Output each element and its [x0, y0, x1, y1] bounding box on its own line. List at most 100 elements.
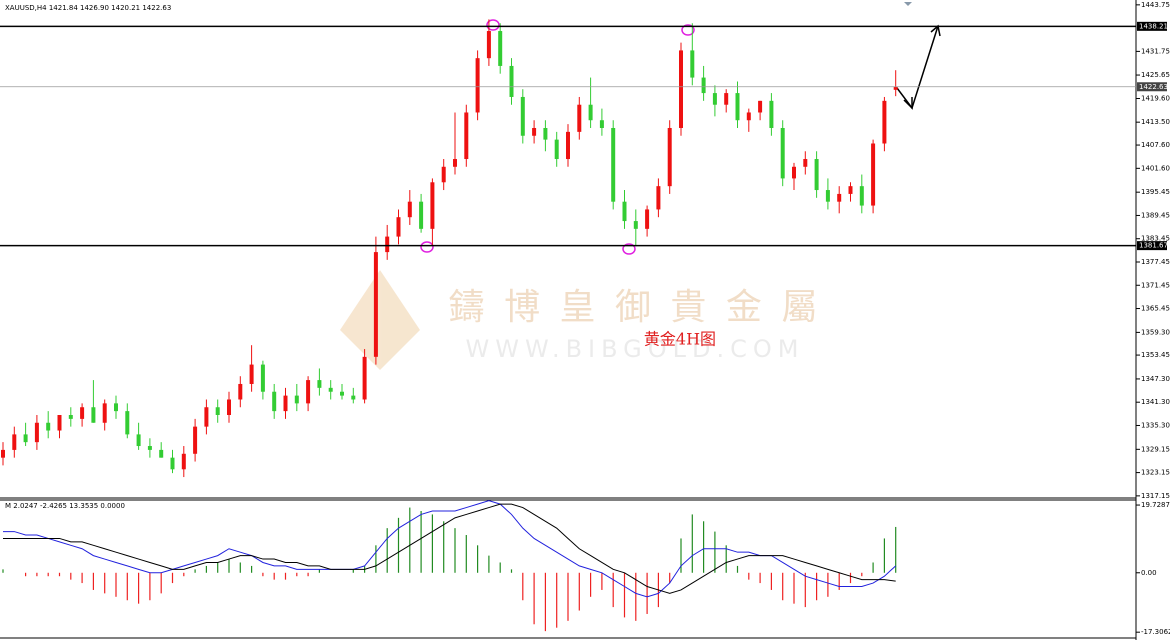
y-tick-label: 1383.45: [1141, 235, 1170, 243]
candle-body: [419, 201, 424, 229]
y-tick-label: 1425.65: [1141, 71, 1170, 79]
chart-caption: 黄金4H图: [644, 330, 716, 349]
candle-body: [780, 127, 785, 179]
watermark-logo: [340, 270, 420, 370]
candle-body: [690, 50, 695, 78]
candle-body: [147, 446, 152, 450]
candle-body: [758, 100, 763, 113]
level-label: 1438.21: [1139, 22, 1168, 30]
candle-body: [622, 201, 627, 222]
candle-body: [362, 356, 367, 400]
y-tick-label: 1413.50: [1141, 118, 1170, 126]
candle-body: [509, 65, 514, 97]
indicator-label: M 2.0247 -2.4265 13.3535 0.0000: [5, 502, 125, 510]
candle-body: [272, 391, 277, 412]
trough-circle: [420, 241, 434, 253]
candle-body: [68, 415, 73, 419]
candle-body: [204, 407, 209, 427]
y-tick-label: 1359.30: [1141, 328, 1170, 336]
level-tag: [1137, 21, 1167, 31]
candle-body: [102, 403, 107, 423]
y-tick-label: 1395.45: [1141, 188, 1170, 196]
candle-body: [430, 182, 435, 229]
trough-circle: [622, 243, 636, 255]
watermark-brand: 鑄 博 皇 御 貴 金 屬: [449, 287, 822, 328]
candle-body: [746, 112, 751, 121]
candle-body: [825, 190, 830, 202]
y-tick-label: 1401.60: [1141, 164, 1170, 172]
peak-circle: [681, 24, 695, 36]
annotations: [420, 19, 695, 255]
candle-body: [57, 415, 62, 431]
candle-body: [227, 399, 231, 415]
arrow-head: [903, 97, 913, 110]
candle-body: [34, 422, 39, 443]
watermark: 鑄 博 皇 御 貴 金 屬 WWW.BIBGOLD.COM: [340, 270, 822, 370]
candle-body: [114, 403, 118, 412]
candle-body: [294, 395, 299, 404]
candle-body: [724, 93, 729, 105]
candle-body: [645, 209, 650, 229]
candle-body: [464, 112, 469, 160]
y-tick-label: 1443.75: [1141, 1, 1170, 9]
candle-body: [656, 186, 661, 210]
candle-body: [453, 159, 457, 167]
candle-body: [1, 449, 5, 458]
y-tick-label: 1407.60: [1141, 141, 1170, 149]
peak-circle: [486, 19, 500, 31]
candle-body: [848, 186, 853, 194]
candle-body: [91, 407, 96, 423]
candle-body: [351, 395, 356, 400]
candle-body: [893, 86, 898, 90]
candle-body: [520, 96, 525, 136]
candle-body: [317, 380, 322, 388]
level-tag: [1137, 82, 1167, 92]
candle-body: [498, 31, 503, 66]
y-tick-label: 1341.30: [1141, 398, 1170, 406]
level-tag: [1137, 241, 1167, 251]
candle-body: [385, 236, 390, 253]
candle-body: [181, 453, 186, 470]
candle-body: [249, 364, 254, 384]
candle-body: [373, 252, 378, 357]
candle-body: [396, 217, 401, 237]
candle-body: [46, 422, 51, 431]
candle-body: [260, 364, 265, 392]
candle-body: [599, 120, 604, 128]
candle-body: [441, 166, 446, 183]
y-tick-label: -17.3062: [1141, 628, 1170, 636]
candle-body: [23, 434, 28, 443]
candle-body: [871, 143, 876, 206]
candle-body: [328, 387, 333, 392]
y-tick-label: 1317.15: [1141, 492, 1170, 500]
level-label: 1381.67: [1139, 242, 1168, 250]
candle-body: [554, 139, 559, 160]
y-tick-label: 1353.45: [1141, 351, 1170, 359]
candle-body: [803, 159, 808, 167]
candle-body: [837, 193, 842, 202]
candle-body: [679, 50, 683, 128]
candle-body: [80, 407, 85, 419]
candle-body: [407, 201, 412, 218]
candle-body: [12, 434, 17, 450]
candle-body: [792, 166, 796, 179]
y-tick-label: 1431.75: [1141, 47, 1170, 55]
candle-body: [340, 391, 344, 396]
candle-body: [667, 127, 672, 187]
candle-body: [238, 383, 243, 400]
candle-body: [735, 93, 740, 121]
candle-body: [769, 100, 774, 128]
y-tick-label: 1347.30: [1141, 375, 1170, 383]
y-tick-label: 1329.15: [1141, 445, 1170, 453]
candle-body: [283, 395, 288, 412]
y-tick-label: 1365.45: [1141, 305, 1170, 313]
candle-body: [814, 159, 819, 191]
candle-body: [712, 93, 717, 105]
candle-body: [577, 104, 582, 132]
indicator-line: [3, 500, 897, 598]
candle-body: [215, 407, 220, 415]
level-label: 1422.63: [1139, 83, 1168, 91]
y-tick-label: 0.00: [1141, 569, 1157, 577]
candle-body: [159, 449, 164, 458]
